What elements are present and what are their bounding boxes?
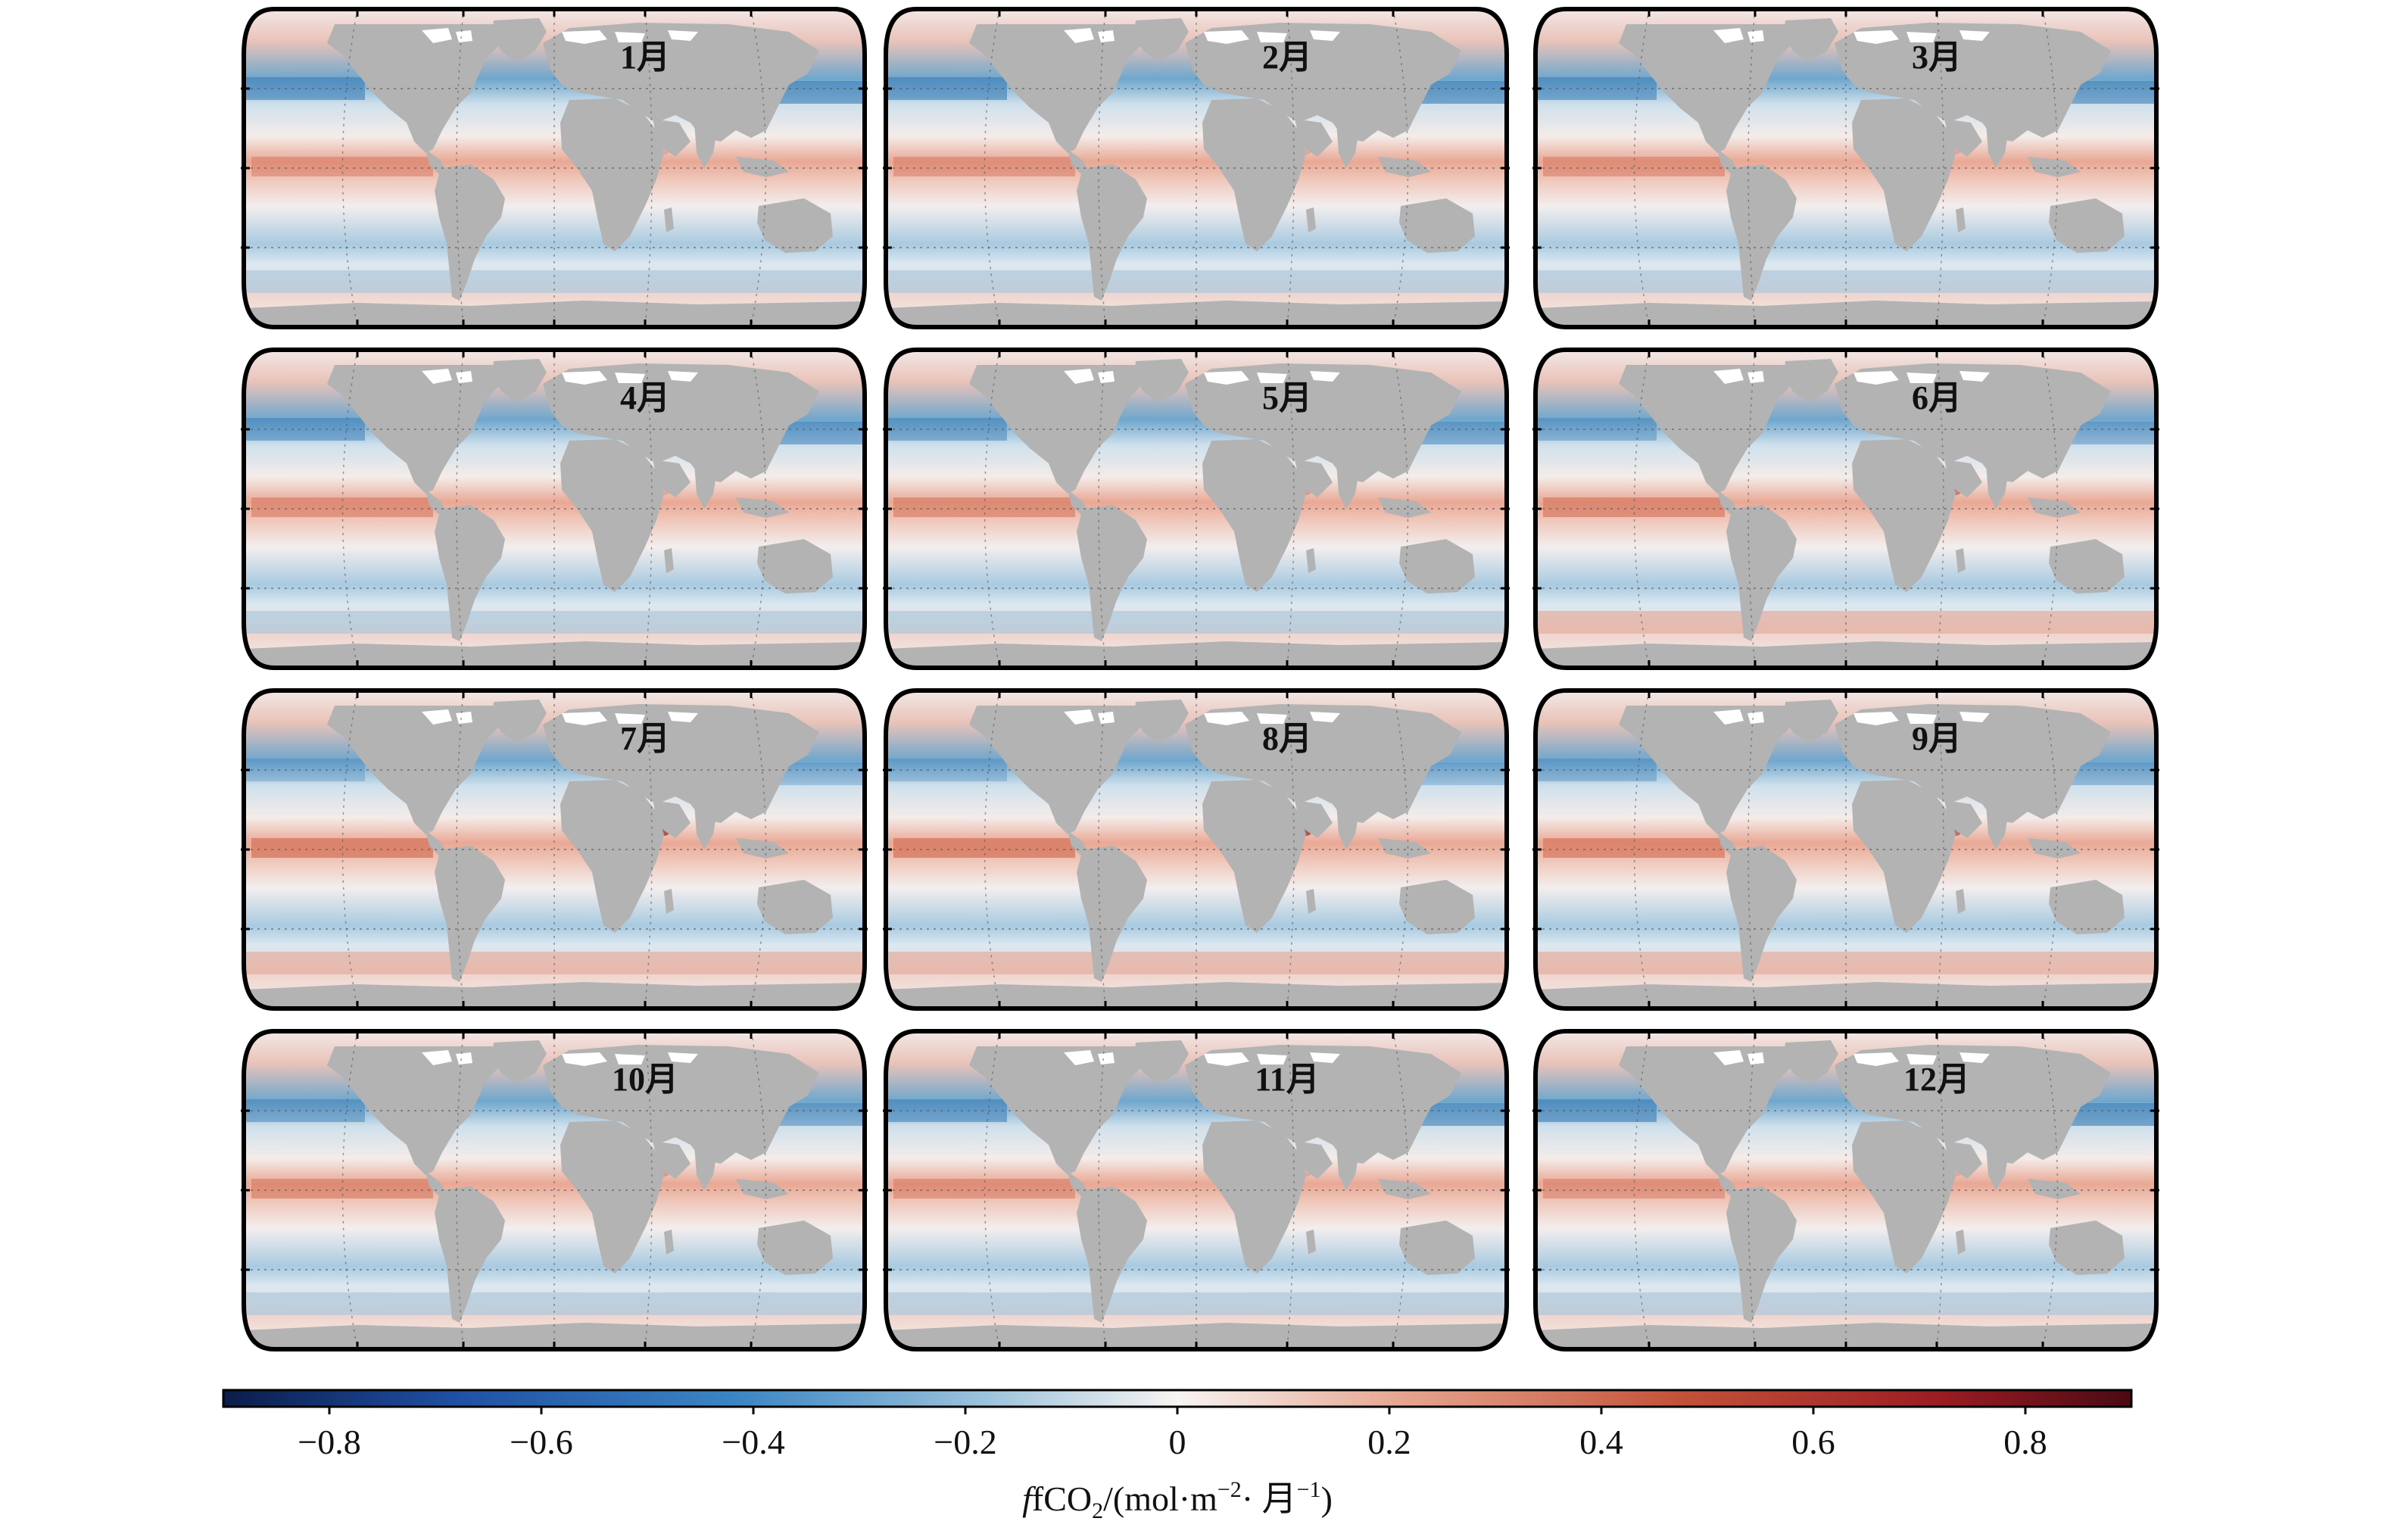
map-panel-11: 11月	[883, 1029, 1510, 1351]
colorbar-tick-label: −0.6	[510, 1423, 572, 1461]
map-panel-8: 8月	[883, 688, 1510, 1011]
map-panel-10: 10月	[241, 1029, 868, 1351]
month-label: 3月	[1912, 39, 1962, 76]
map-panel-2: 2月	[883, 7, 1510, 329]
map-frame	[242, 348, 868, 670]
colorbar-tick-label: 0	[1169, 1423, 1186, 1461]
month-label: 5月	[1262, 379, 1312, 416]
month-label: 6月	[1912, 379, 1962, 416]
month-label: 4月	[620, 379, 670, 416]
map-frame	[1533, 348, 2159, 670]
map-frame	[242, 1029, 868, 1351]
month-label: 12月	[1903, 1061, 1970, 1098]
colorbar-gradient	[222, 1389, 2133, 1408]
map-frame	[1533, 1029, 2159, 1351]
month-label: 11月	[1255, 1061, 1320, 1098]
month-label: 1月	[620, 39, 670, 76]
map-frame	[884, 688, 1510, 1011]
colorbar-tick-label: −0.2	[934, 1423, 996, 1461]
month-label: 10月	[612, 1061, 678, 1098]
colorbar: −0.8 −0.6 −0.4 −0.2 0 0.2 0.4 0.6 0.8 ffCO2/(mol…	[222, 1389, 2133, 1523]
map-panel-3: 3月	[1532, 7, 2159, 329]
month-label: 2月	[1262, 39, 1312, 76]
map-panel-4: 4月	[241, 348, 868, 670]
map-frame	[1533, 688, 2159, 1011]
colorbar-tick-label: 0.6	[1791, 1423, 1835, 1461]
map-panel-6: 6月	[1532, 348, 2159, 670]
month-label: 9月	[1912, 720, 1962, 757]
map-panel-7: 7月	[241, 688, 868, 1011]
map-panel-12: 12月	[1532, 1029, 2159, 1351]
colorbar-tick-label: 0.8	[2003, 1423, 2047, 1461]
map-panel-1: 1月	[241, 7, 868, 329]
colorbar-tick-label: −0.4	[722, 1423, 784, 1461]
map-frame	[1533, 7, 2159, 329]
colorbar-ticks: −0.8 −0.6 −0.4 −0.2 0 0.2 0.4 0.6 0.8	[298, 1407, 2047, 1461]
map-frame	[884, 7, 1510, 329]
month-label: 7月	[620, 720, 670, 757]
map-frame	[242, 7, 868, 329]
map-frame	[884, 1029, 1510, 1351]
colorbar-tick-label: 0.2	[1367, 1423, 1411, 1461]
colorbar-title: ffCO2/(mol·m−2· 月−1)	[1022, 1477, 1333, 1523]
colorbar-tick-label: 0.4	[1579, 1423, 1623, 1461]
map-panel-5: 5月	[883, 348, 1510, 670]
colorbar-tick-label: −0.8	[298, 1423, 360, 1461]
map-panels-grid: 1月 2月 3月 4月 5月 6月 7月 8月 9月 10月 11月 12月	[241, 7, 2159, 1351]
map-panel-9: 9月	[1532, 688, 2159, 1011]
map-frame	[242, 688, 868, 1011]
month-label: 8月	[1262, 720, 1312, 757]
map-frame	[884, 348, 1510, 670]
